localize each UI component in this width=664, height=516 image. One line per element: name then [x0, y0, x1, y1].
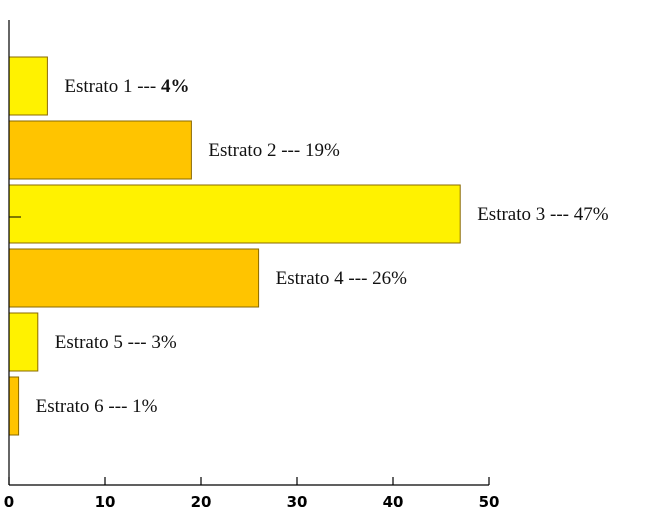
bar-label-category: Estrato 3 --- — [477, 204, 574, 225]
bar-label-category: Estrato 1 --- — [64, 76, 161, 97]
bar-estrato-6 — [8, 376, 20, 436]
x-tick-label-10: 10 — [95, 493, 116, 511]
bar-label-percent: 19% — [305, 140, 340, 161]
bar-label-4: Estrato 4 --- 26% — [276, 268, 408, 289]
bar-label-1: Estrato 1 --- 4% — [64, 76, 189, 97]
bars-group — [8, 56, 461, 436]
bar-label-5: Estrato 5 --- 3% — [55, 332, 177, 353]
bar-label-category: Estrato 5 --- — [55, 332, 152, 353]
bar-label-category: Estrato 4 --- — [276, 268, 373, 289]
bar-estrato-4 — [8, 248, 260, 308]
bar-label-6: Estrato 6 --- 1% — [36, 396, 158, 417]
bar-labels-group: Estrato 1 --- 4%Estrato 2 --- 19%Estrato… — [36, 76, 609, 417]
bar-label-category: Estrato 2 --- — [208, 140, 305, 161]
bar-label-percent: 4% — [161, 76, 190, 97]
x-tick-label-30: 30 — [287, 493, 308, 511]
bar-estrato-2 — [8, 120, 192, 180]
x-tick-label-0: 0 — [4, 493, 14, 511]
bar-label-percent: 3% — [151, 332, 177, 353]
bar-label-2: Estrato 2 --- 19% — [208, 140, 340, 161]
bar-estrato-1 — [8, 56, 48, 116]
bar-label-percent: 26% — [372, 268, 407, 289]
bar-label-percent: 1% — [132, 396, 158, 417]
x-ticks-group: 0 10 20 30 40 50 — [4, 216, 500, 511]
x-tick-label-40: 40 — [383, 493, 404, 511]
x-tick-label-20: 20 — [191, 493, 212, 511]
x-tick-label-50: 50 — [479, 493, 500, 511]
bar-estrato-3 — [8, 184, 461, 244]
bar-label-3: Estrato 3 --- 47% — [477, 204, 609, 225]
bar-label-percent: 47% — [574, 204, 609, 225]
bar-label-category: Estrato 6 --- — [36, 396, 133, 417]
bar-estrato-5 — [8, 312, 39, 372]
